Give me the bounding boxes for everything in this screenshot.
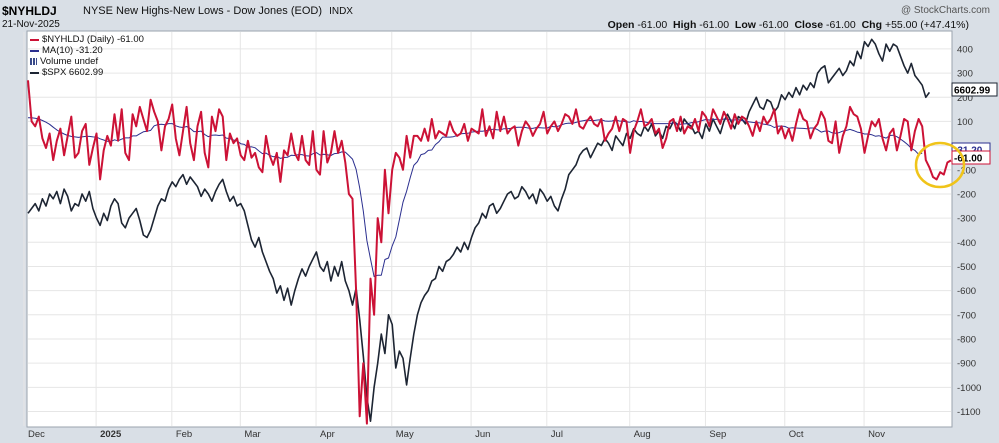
open-value: -61.00	[637, 19, 668, 31]
change-value: +55.00 (+47.41%)	[884, 19, 969, 31]
legend-swatch	[30, 38, 39, 41]
watermark: @ StockCharts.com	[900, 5, 990, 16]
close-value: -61.00	[825, 19, 856, 31]
ticker-description: NYSE New Highs-New Lows - Dow Jones (EOD…	[83, 5, 353, 17]
series-layer	[27, 38, 952, 425]
y-tick-label: -100	[957, 165, 976, 176]
spx-line	[27, 38, 931, 423]
legend-label: Volume undef	[40, 56, 99, 67]
close-label: Close	[794, 19, 824, 31]
change-label: Chg	[861, 19, 883, 31]
chart-date: 21-Nov-2025	[2, 19, 60, 30]
close-price-tag: -61.00	[954, 154, 983, 165]
y-axis: 4003002001000-100-200-300-400-500-600-70…	[957, 44, 981, 418]
legend: $NYHLDJ (Daily) -61.00 MA(10) -31.20 Vol…	[30, 34, 144, 78]
legend-label: MA(10) -31.20	[42, 45, 103, 56]
y-tick-label: 300	[957, 69, 973, 80]
low-value: -61.00	[758, 19, 789, 31]
legend-swatch	[30, 49, 39, 52]
x-tick-label: Sep	[709, 429, 726, 440]
legend-label: $SPX 6602.99	[42, 67, 104, 78]
y-tick-label: -900	[957, 359, 976, 370]
legend-label: $NYHLDJ (Daily) -61.00	[42, 34, 144, 45]
ohlc-readout: Open -61.00 High -61.00 Low -61.00 Close…	[608, 19, 969, 31]
volume-bars-icon	[30, 58, 37, 65]
grid-layer	[23, 32, 951, 426]
low-label: Low	[734, 19, 756, 31]
y-tick-label: -600	[957, 286, 976, 297]
x-tick-label: May	[396, 429, 414, 440]
legend-item: $NYHLDJ (Daily) -61.00	[30, 34, 144, 45]
y-tick-label: -800	[957, 334, 976, 345]
x-tick-label: Feb	[176, 429, 192, 440]
highlight-circle	[914, 141, 966, 189]
legend-swatch	[30, 71, 39, 74]
x-tick-label: Dec	[28, 429, 45, 440]
y-tick-label: 200	[957, 93, 973, 104]
x-axis: Dec 2025 Feb Mar Apr May Jun Jul Aug Sep Oct Nov	[28, 429, 885, 440]
spx-price-tag: 6602.99	[954, 86, 991, 97]
exchange-text: INDX	[329, 6, 353, 17]
spx-price-tag-box	[951, 82, 998, 97]
x-tick-label: Mar	[244, 429, 260, 440]
y-tick-label: -300	[957, 214, 976, 225]
plot-area-background	[26, 30, 953, 428]
y-tick-label: -1000	[957, 383, 981, 394]
high-value: -61.00	[699, 19, 730, 31]
legend-item: Volume undef	[30, 56, 144, 67]
nyhldj-line	[27, 80, 952, 425]
x-tick-label: Apr	[320, 429, 335, 440]
x-tick-label: Jun	[475, 429, 490, 440]
high-label: High	[673, 19, 697, 31]
legend-item: $SPX 6602.99	[30, 67, 144, 78]
y-tick-label: -700	[957, 310, 976, 321]
y-tick-label: -400	[957, 238, 976, 249]
y-tick-label: -1100	[957, 407, 981, 418]
x-tick-label: Aug	[634, 429, 651, 440]
y-tick-label: -200	[957, 189, 976, 200]
y-tick-label: 400	[957, 44, 973, 55]
x-tick-label: Oct	[789, 429, 804, 440]
ticker-symbol: $NYHLDJ	[2, 4, 57, 18]
y-tick-label: 100	[957, 117, 973, 128]
x-tick-label: Jul	[551, 429, 563, 440]
x-tick-label: Nov	[868, 429, 885, 440]
open-label: Open	[607, 19, 635, 31]
y-tick-label: -500	[957, 262, 976, 273]
x-tick-label: 2025	[100, 429, 122, 440]
description-text: NYSE New Highs-New Lows - Dow Jones (EOD…	[83, 5, 323, 17]
legend-item: MA(10) -31.20	[30, 45, 144, 56]
